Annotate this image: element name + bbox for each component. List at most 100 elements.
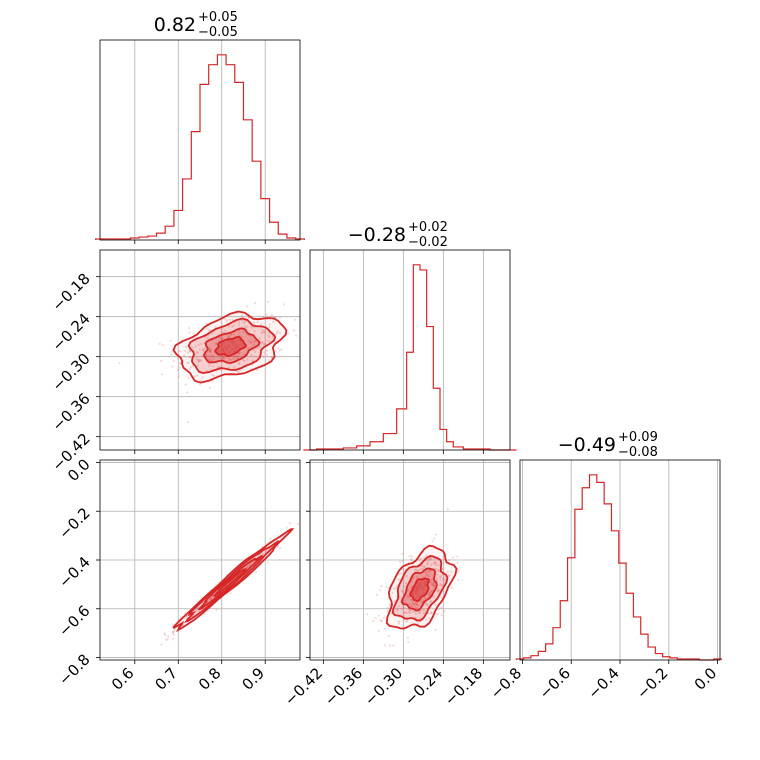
panel-frame-2-0: [99, 459, 301, 661]
scatter-point: [208, 357, 211, 361]
scatter-point: [211, 374, 214, 377]
scatter-point: [210, 359, 213, 362]
scatter-point: [405, 575, 409, 578]
scatter-point: [171, 631, 174, 634]
scatter-point: [214, 325, 217, 329]
scatter-point: [232, 358, 235, 361]
scatter-point: [237, 370, 240, 373]
scatter-point: [400, 590, 404, 593]
scatter-point: [421, 565, 424, 568]
scatter-point: [246, 358, 249, 361]
scatter-point: [429, 569, 432, 572]
scatter-point: [249, 563, 252, 566]
scatter-point: [196, 364, 199, 367]
scatter-point: [255, 369, 259, 372]
scatter-point: [429, 558, 432, 561]
x-tick-label-2-0: −0.8: [487, 664, 525, 702]
scatter-point: [231, 325, 234, 328]
scatter-point: [229, 358, 232, 361]
scatter-point: [223, 317, 226, 320]
scatter-point: [256, 320, 259, 324]
scatter-point: [437, 568, 440, 572]
scatter-point: [219, 369, 222, 372]
histogram-2: [515, 474, 722, 661]
scatter-point: [292, 329, 296, 332]
scatter-point: [221, 337, 224, 340]
scatter-point: [254, 571, 257, 574]
scatter-point: [195, 357, 198, 360]
scatter-point: [200, 359, 203, 362]
scatter-point: [277, 346, 280, 350]
scatter-point: [433, 561, 436, 564]
scatter-point: [220, 337, 223, 340]
scatter-point: [185, 615, 189, 618]
scatter-point: [418, 560, 422, 563]
scatter-point: [403, 611, 406, 614]
scatter-point: [236, 354, 240, 357]
scatter-point: [188, 349, 191, 353]
scatter-point: [432, 581, 435, 584]
scatter-point: [261, 341, 264, 344]
scatter-point: [408, 554, 411, 558]
panel-frame-2-2: [519, 459, 721, 661]
contour-1-2-3: [409, 577, 430, 603]
scatter-point: [415, 606, 418, 610]
scatter-point: [439, 582, 442, 585]
scatter-point: [227, 358, 231, 361]
x-tick-label-2-4: 0.0: [691, 664, 721, 694]
scatter-point: [236, 370, 240, 373]
scatter-point: [398, 605, 401, 608]
scatter-point: [425, 571, 429, 574]
panel-frame-1-1: [309, 249, 511, 451]
scatter-point: [400, 607, 403, 610]
scatter-point: [417, 604, 420, 607]
scatter-point: [430, 583, 433, 586]
scatter-point: [249, 341, 252, 344]
scatter-point: [418, 611, 422, 615]
scatter-point: [372, 619, 375, 623]
scatter-point: [218, 365, 221, 368]
scatter-point: [415, 575, 418, 578]
scatter-point: [435, 564, 438, 567]
text-layer: 0.82 +0.05−0.05−0.28 +0.02−0.02−0.49 +0.09−…: [48, 10, 720, 709]
scatter-point: [184, 383, 187, 386]
scatter-point: [189, 356, 192, 359]
scatter-point: [262, 343, 265, 346]
scatter-point: [430, 582, 433, 585]
scatter-point: [446, 570, 449, 573]
scatter-point: [267, 336, 271, 339]
scatter-point: [409, 608, 412, 612]
scatter-point: [228, 318, 232, 321]
scatter-point: [407, 640, 410, 644]
scatter-point: [424, 603, 427, 606]
scatter-point: [426, 563, 429, 566]
scatter-point: [267, 339, 270, 343]
scatter-point: [199, 359, 202, 362]
y-tick-label-2-2: −0.4: [55, 553, 93, 591]
scatter-point: [447, 574, 450, 577]
scatter-point: [385, 585, 388, 589]
density-0-2: [160, 522, 300, 646]
scatter-point: [413, 604, 416, 607]
scatter-point: [438, 584, 441, 587]
scatter-point: [252, 560, 255, 564]
scatter-point: [430, 562, 434, 566]
scatter-point: [203, 613, 206, 616]
scatter-point: [429, 600, 432, 603]
scatter-point: [208, 349, 211, 352]
scatter-point: [206, 336, 209, 340]
scatter-point: [221, 354, 224, 357]
scatter-point: [195, 607, 199, 610]
scatter-point: [212, 374, 215, 377]
panel-frame-0-0: [99, 39, 301, 241]
scatter-point: [441, 568, 444, 571]
scatter-point: [232, 324, 235, 327]
scatter-point: [209, 597, 212, 600]
scatter-point: [408, 602, 411, 606]
scatter-point: [450, 586, 454, 590]
scatter-point: [198, 348, 201, 351]
scatter-point: [280, 348, 283, 351]
scatter-point: [219, 356, 222, 359]
scatter-point: [394, 587, 397, 590]
scatter-point: [430, 610, 433, 613]
